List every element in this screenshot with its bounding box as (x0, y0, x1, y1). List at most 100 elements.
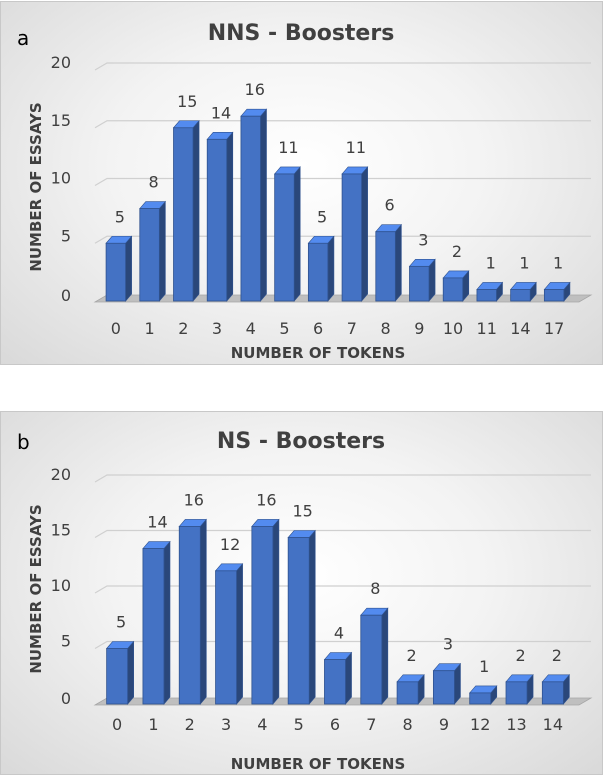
bar (543, 281, 571, 302)
data-label: 1 (479, 657, 489, 676)
data-label: 14 (211, 103, 231, 122)
y-tick-label: 5 (61, 632, 71, 651)
data-label: 2 (407, 646, 417, 665)
bar (105, 640, 135, 705)
bar (206, 131, 234, 302)
data-label: 4 (334, 624, 344, 643)
bar (505, 673, 534, 705)
bar (214, 562, 244, 705)
data-label: 2 (452, 242, 462, 261)
data-label: 8 (370, 579, 380, 598)
x-tick-label: 9 (414, 319, 424, 338)
data-label: 11 (278, 138, 298, 157)
plot-area (93, 62, 593, 303)
x-tick-label: 13 (506, 715, 526, 734)
x-tick-label: 3 (221, 715, 231, 734)
chart-b-title: NS - Boosters (217, 429, 385, 454)
x-tick-label: 10 (443, 319, 463, 338)
panel-letter-b: b (17, 430, 30, 454)
chart-a-svg: a NNS - Boosters NUMBER OF ESSAYS NUMBER… (17, 21, 593, 362)
bar (408, 258, 436, 302)
x-tick-label: 0 (112, 715, 122, 734)
gridline (94, 177, 591, 187)
data-label: 3 (418, 230, 428, 249)
x-tick-label: 14 (543, 715, 563, 734)
bar (541, 673, 571, 705)
gridline (94, 62, 591, 71)
x-tick-label: 5 (294, 715, 304, 734)
bar (142, 540, 171, 705)
data-label: 16 (245, 80, 265, 99)
panel-letter-a: a (17, 26, 29, 50)
bar (509, 281, 537, 302)
x-tick-label: 9 (439, 715, 449, 734)
x-tick-label: 7 (347, 319, 357, 338)
data-label: 2 (552, 646, 562, 665)
bar (307, 235, 335, 302)
x-tick-label: 1 (144, 319, 154, 338)
x-tick-label: 3 (212, 319, 222, 338)
y-tick-label: 20 (51, 465, 71, 484)
x-tick-label: 4 (257, 715, 267, 734)
chart-panel-b: b NS - Boosters NUMBER OF ESSAYS NUMBER … (0, 411, 603, 775)
bar (178, 518, 207, 705)
y-tick-label: 0 (61, 689, 71, 708)
chart-b-xlabel: NUMBER OF TOKENS (231, 755, 406, 773)
chart-a-xlabel: NUMBER OF TOKENS (231, 344, 406, 362)
data-label: 16 (184, 490, 204, 509)
data-label: 11 (346, 138, 366, 157)
y-tick-label: 20 (51, 53, 71, 72)
x-tick-label: 14 (510, 319, 530, 338)
x-tick-label: 11 (477, 319, 497, 338)
gridline (94, 585, 591, 594)
y-tick-label: 15 (51, 521, 71, 540)
gridline (94, 120, 591, 129)
x-tick-label: 0 (111, 319, 121, 338)
bar (476, 281, 504, 302)
bar (251, 518, 280, 705)
data-label: 2 (515, 646, 525, 665)
y-tick-label: 15 (51, 111, 71, 130)
y-tick-label: 5 (61, 226, 71, 245)
chart-panel-a: a NNS - Boosters NUMBER OF ESSAYS NUMBER… (0, 1, 603, 365)
bar (469, 685, 498, 705)
x-tick-label: 12 (470, 715, 490, 734)
x-tick-label: 17 (544, 319, 564, 338)
data-label: 5 (317, 207, 327, 226)
data-label: 16 (256, 490, 276, 509)
plot-area (93, 474, 593, 706)
data-label: 5 (116, 613, 126, 632)
data-label: 8 (148, 173, 158, 192)
bar (105, 235, 133, 302)
bar (432, 662, 462, 705)
x-tick-label: 5 (279, 319, 289, 338)
gridline (94, 529, 591, 539)
x-tick-label: 2 (185, 715, 195, 734)
bar (396, 673, 425, 705)
bar (139, 200, 167, 302)
x-tick-label: 8 (403, 715, 413, 734)
data-label: 6 (384, 196, 394, 215)
y-tick-label: 10 (51, 576, 71, 595)
bar (360, 607, 389, 705)
x-tick-label: 8 (380, 319, 390, 338)
bar (240, 108, 268, 302)
bar (341, 166, 369, 302)
bar (287, 529, 316, 705)
chart-a-title: NNS - Boosters (208, 21, 395, 46)
gridline (94, 640, 591, 650)
bar (442, 270, 470, 302)
data-label: 1 (486, 253, 496, 272)
data-label: 15 (293, 502, 313, 521)
x-tick-label: 6 (330, 715, 340, 734)
bar (172, 119, 200, 302)
bar (375, 223, 403, 302)
bar (273, 166, 301, 302)
x-tick-label: 2 (178, 319, 188, 338)
gridline (94, 235, 591, 244)
bar (323, 651, 353, 705)
chart-a-ylabel: NUMBER OF ESSAYS (27, 102, 45, 271)
gridline (94, 474, 591, 483)
x-tick-label: 4 (246, 319, 256, 338)
x-tick-label: 1 (148, 715, 158, 734)
